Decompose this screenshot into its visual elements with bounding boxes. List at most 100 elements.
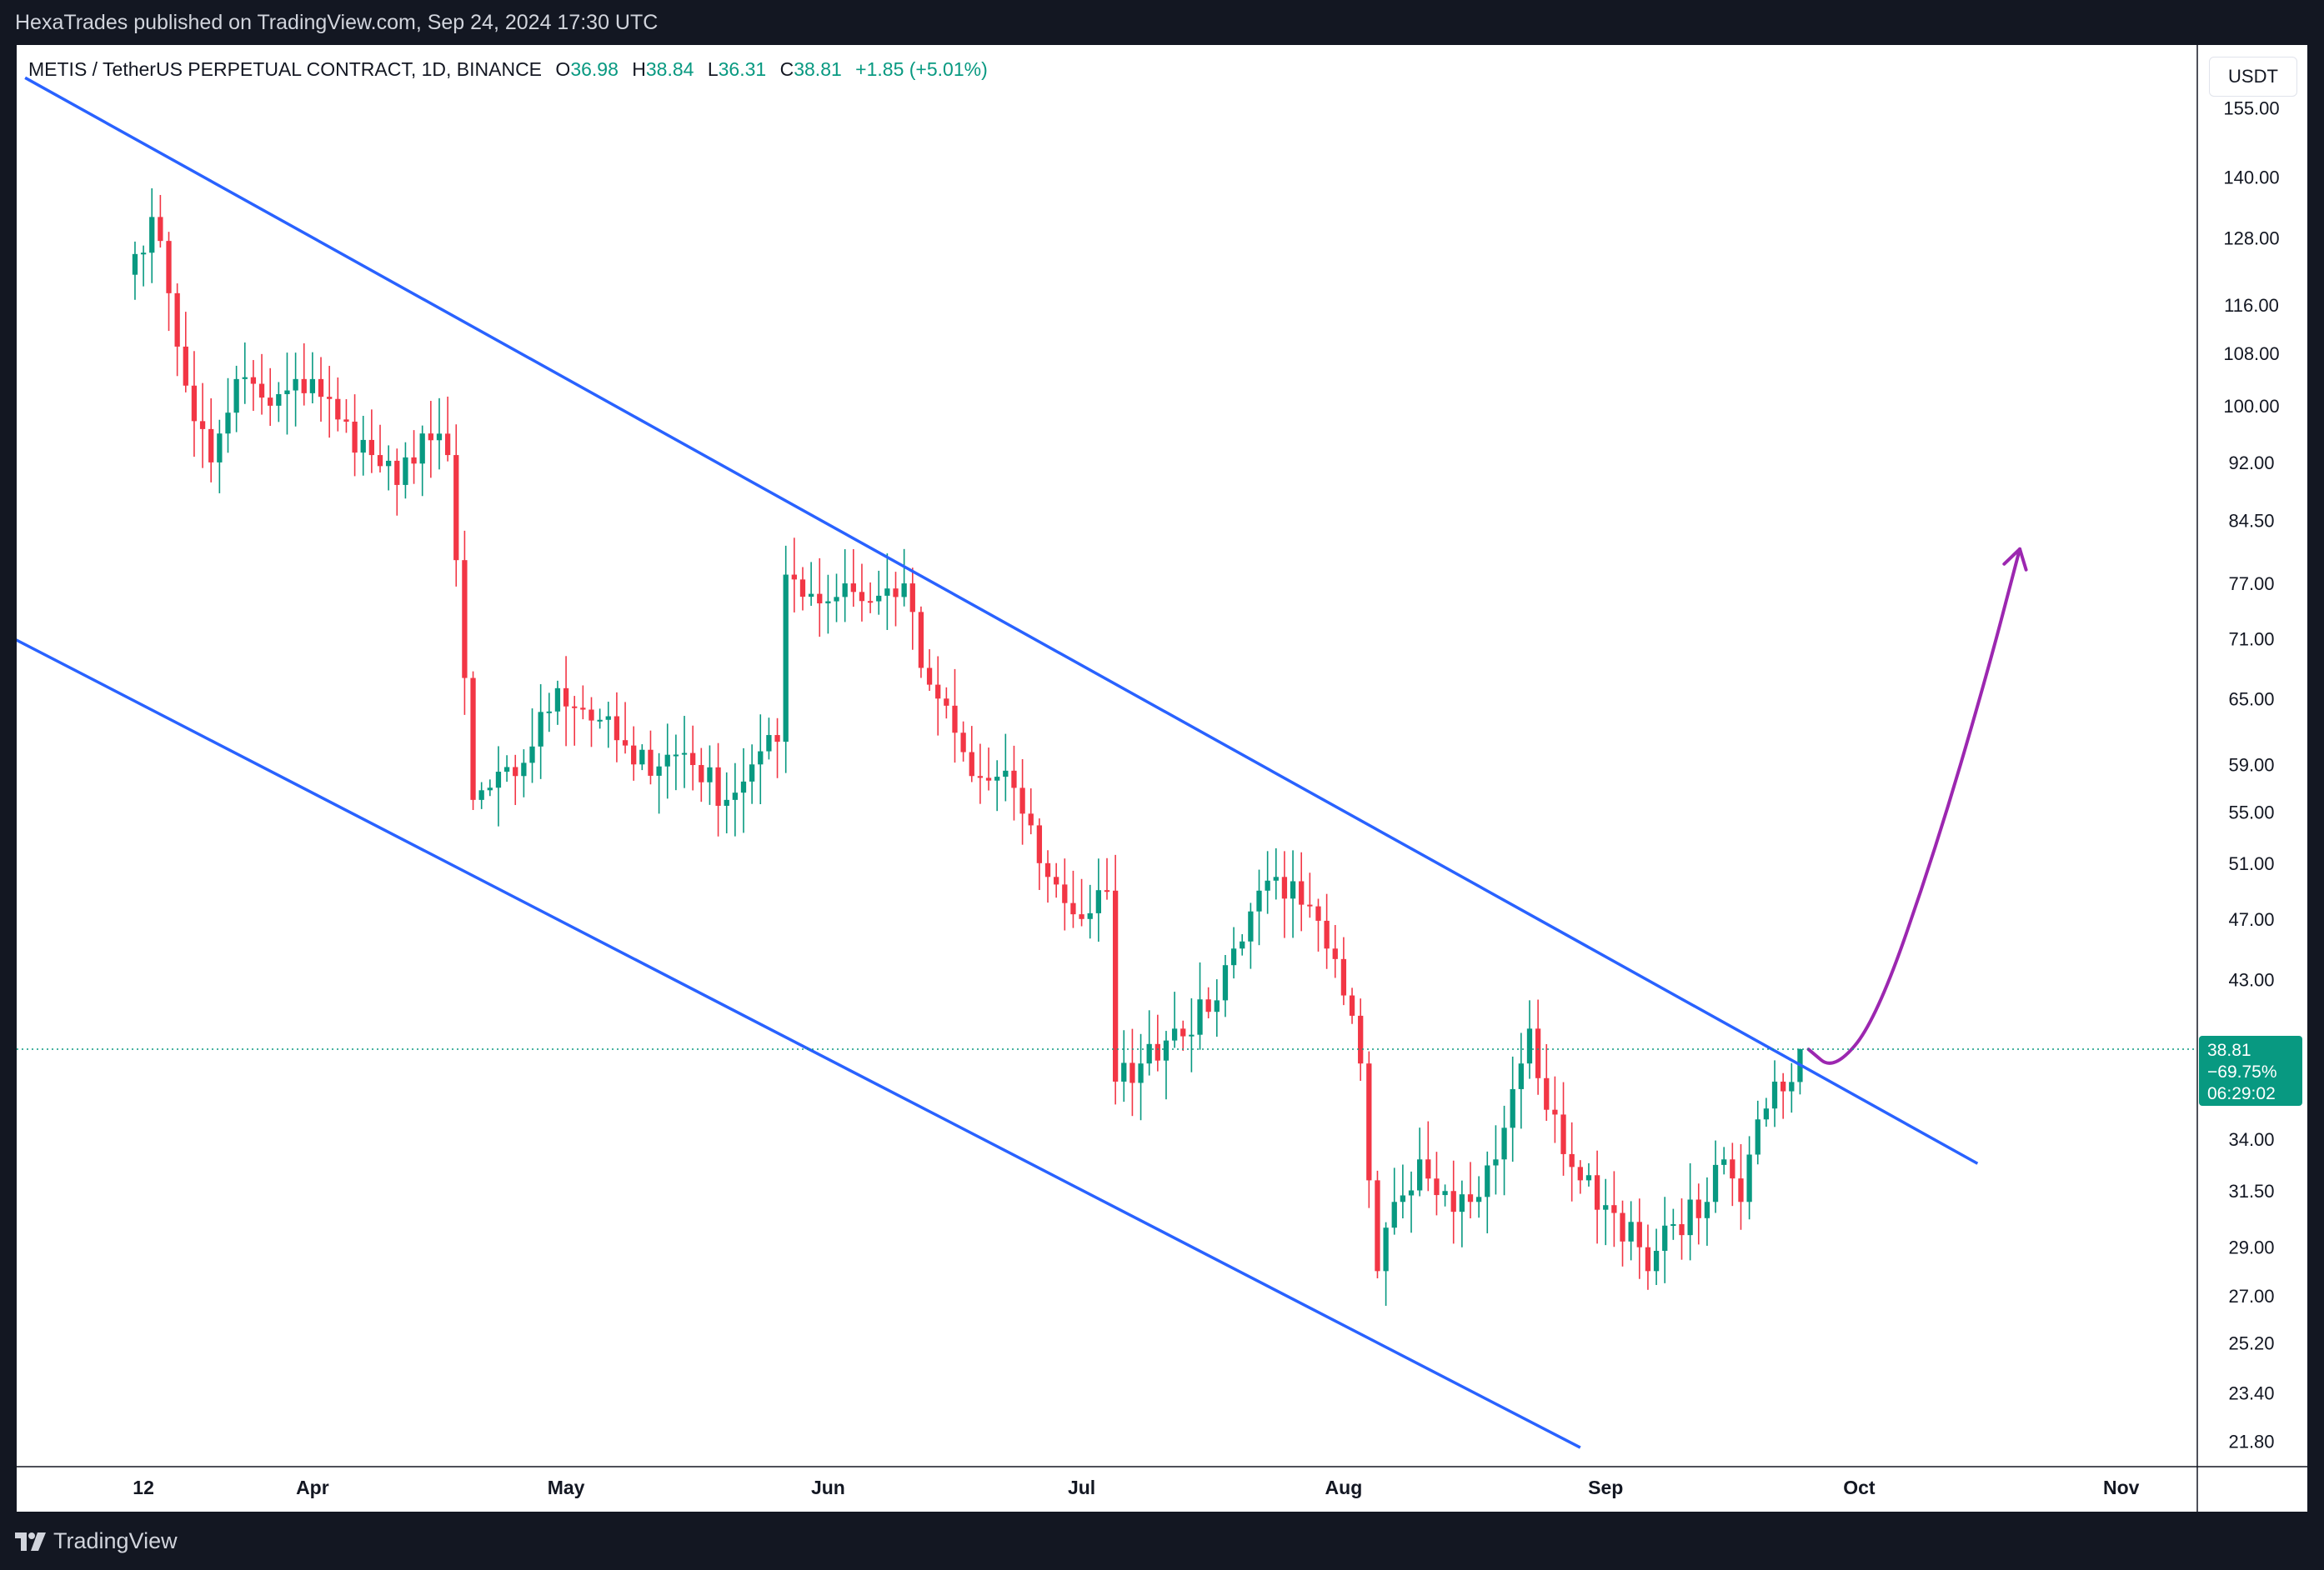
x-tick-label: May xyxy=(548,1477,585,1498)
candle-body xyxy=(834,597,839,602)
candle xyxy=(1771,1060,1778,1128)
candle-body xyxy=(1281,877,1288,899)
y-tick-label: 100.00 xyxy=(2223,396,2279,417)
candle-body xyxy=(385,460,392,467)
candle xyxy=(529,708,535,783)
candle xyxy=(656,752,662,814)
candle xyxy=(1214,979,1220,1038)
candle-body xyxy=(1771,1081,1778,1109)
axes-layer: 155.00 140.00 128.00 116.00 108.00 100.00 92.0… xyxy=(17,45,2307,1512)
candle-body xyxy=(1552,1109,1558,1115)
chart-panel[interactable]: 155.00 140.00 128.00 116.00 108.00 100.00 92.0… xyxy=(17,45,2307,1512)
last-price-value: 38.81 xyxy=(2207,1041,2251,1060)
candle-body xyxy=(1467,1194,1474,1202)
candle xyxy=(1197,962,1203,1050)
candle xyxy=(1434,1152,1440,1216)
candle-body xyxy=(411,457,417,464)
projection-arrowhead xyxy=(2002,547,2028,572)
candle xyxy=(1256,869,1262,946)
candle xyxy=(690,725,696,791)
candle xyxy=(1611,1171,1617,1248)
candle xyxy=(208,398,214,482)
candle-body xyxy=(715,767,721,806)
candle-body xyxy=(1189,1034,1195,1037)
chart-svg[interactable]: 155.00 140.00 128.00 116.00 108.00 100.00 92.0… xyxy=(17,45,2307,1512)
candle-body xyxy=(1383,1228,1389,1272)
candle-body xyxy=(1653,1250,1660,1272)
candle xyxy=(1493,1125,1499,1195)
candle xyxy=(935,656,941,736)
candle-body xyxy=(1121,1062,1127,1082)
y-tick-label: 116.00 xyxy=(2224,295,2279,316)
candle xyxy=(1712,1140,1719,1213)
candle xyxy=(1518,1032,1524,1129)
candle xyxy=(174,283,180,377)
symbol-title[interactable]: METIS / TetherUS PERPETUAL CONTRACT, 1D,… xyxy=(28,58,543,80)
currency-button[interactable]: USDT xyxy=(2209,57,2297,97)
candle-body xyxy=(563,688,569,707)
candle-body xyxy=(1214,1000,1220,1012)
candle-body xyxy=(1375,1180,1380,1272)
candle xyxy=(1290,850,1296,938)
candle-body xyxy=(1755,1119,1761,1155)
candle xyxy=(250,360,257,412)
candle xyxy=(444,396,451,462)
candle xyxy=(377,424,383,472)
close-value: 38.81 xyxy=(794,58,842,80)
candle xyxy=(360,416,366,476)
y-tick-label: 21.80 xyxy=(2228,1432,2274,1452)
candle xyxy=(318,357,324,422)
y-tick-label: 29.00 xyxy=(2228,1238,2274,1258)
candle xyxy=(242,342,248,404)
y-tick-label: 51.00 xyxy=(2228,853,2274,874)
candle xyxy=(1375,1170,1380,1279)
candle-body xyxy=(1442,1191,1448,1196)
candle xyxy=(538,684,543,779)
candle-body xyxy=(724,799,729,806)
y-tick-label: 34.00 xyxy=(2228,1129,2274,1150)
candle xyxy=(1721,1147,1727,1175)
candle xyxy=(352,394,358,477)
candle xyxy=(783,545,789,773)
candle-body xyxy=(622,740,629,746)
candle-body xyxy=(960,732,966,752)
candle xyxy=(225,378,231,453)
candle xyxy=(258,353,265,415)
candle-body xyxy=(521,762,527,777)
tradingview-logo[interactable]: TradingView xyxy=(15,1528,178,1554)
candle-body xyxy=(1408,1190,1415,1196)
candle-body xyxy=(1112,890,1119,1082)
candle-body xyxy=(673,754,679,757)
candle-body xyxy=(1510,1088,1515,1128)
channel-upper-line xyxy=(24,76,1979,1165)
candle xyxy=(563,656,569,747)
candle-body xyxy=(284,390,290,394)
y-tick-label: 140.00 xyxy=(2223,167,2279,188)
candle xyxy=(825,574,831,634)
candle-body xyxy=(199,421,206,429)
candle xyxy=(158,194,163,248)
channel-lower-line xyxy=(17,638,1581,1449)
publish-info: HexaTrades published on TradingView.com,… xyxy=(15,11,659,34)
candle xyxy=(1704,1177,1710,1246)
candle-body xyxy=(183,346,188,386)
candle-body xyxy=(149,217,155,253)
candle-body xyxy=(1349,995,1355,1016)
candle-body xyxy=(749,764,755,782)
change-value: +1.85 (+5.01%) xyxy=(855,58,988,80)
candle-body xyxy=(681,752,688,755)
candle xyxy=(503,755,510,782)
candle xyxy=(1129,1028,1135,1117)
candle xyxy=(419,425,425,497)
candle xyxy=(1408,1171,1415,1233)
candle-body xyxy=(648,749,654,776)
candle xyxy=(572,696,578,746)
candle-body xyxy=(1585,1175,1592,1181)
candle xyxy=(1087,884,1093,939)
candle xyxy=(1180,1020,1186,1051)
candle-body xyxy=(918,612,924,668)
candle xyxy=(960,721,966,762)
candle xyxy=(1028,788,1034,835)
close-label: C xyxy=(779,58,794,80)
candle xyxy=(513,754,518,806)
